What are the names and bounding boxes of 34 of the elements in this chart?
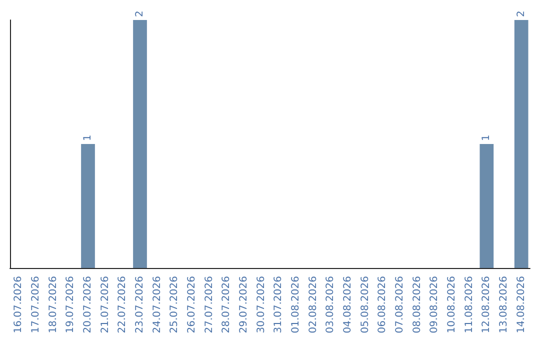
x-tick-label: 19.07.2026 [65,276,76,334]
x-tick-label: 29.07.2026 [238,276,250,334]
x-tick-label: 01.08.2026 [290,276,302,334]
x-tick-label: 07.08.2026 [394,276,406,334]
x-tick-label: 10.08.2026 [446,276,458,334]
x-tick-label: 21.07.2026 [100,276,111,334]
x-tick-label: 12.08.2026 [481,276,492,334]
data-label: 2 [134,10,146,17]
x-tick-label: 13.08.2026 [498,276,510,334]
x-tick-label: 24.07.2026 [152,276,163,334]
x-tick-label: 06.08.2026 [377,276,388,334]
x-tick-label: 26.07.2026 [186,276,198,334]
x-tick-label: 28.07.2026 [221,276,232,334]
x-tick-label: 20.07.2026 [82,276,94,334]
x-tick-label: 31.07.2026 [273,276,284,334]
x-tick-label: 18.07.2026 [48,276,59,334]
x-tick-label: 25.07.2026 [169,276,180,334]
x-tick-label: 23.07.2026 [134,276,146,334]
x-tick-label: 11.08.2026 [464,276,475,334]
x-tick-label: 22.07.2026 [117,276,128,334]
data-label: 1 [481,134,492,141]
x-tick-label: 03.08.2026 [325,276,336,334]
x-tick-label: 04.08.2026 [342,276,354,334]
x-tick-label: 08.08.2026 [412,276,423,334]
x-tick-label: 27.07.2026 [204,276,215,334]
data-label: 1 [82,134,94,141]
x-tick-label: 17.07.2026 [30,276,42,334]
x-tick-label: 09.08.2026 [429,276,440,334]
x-tick-label: 30.07.2026 [256,276,267,334]
x-tick-label: 16.07.2026 [13,276,24,334]
x-tick-label: 02.08.2026 [308,276,319,334]
x-tick-label: 14.08.2026 [516,276,527,334]
x-tick-label: 05.08.2026 [360,276,371,334]
data-label: 2 [516,10,527,17]
